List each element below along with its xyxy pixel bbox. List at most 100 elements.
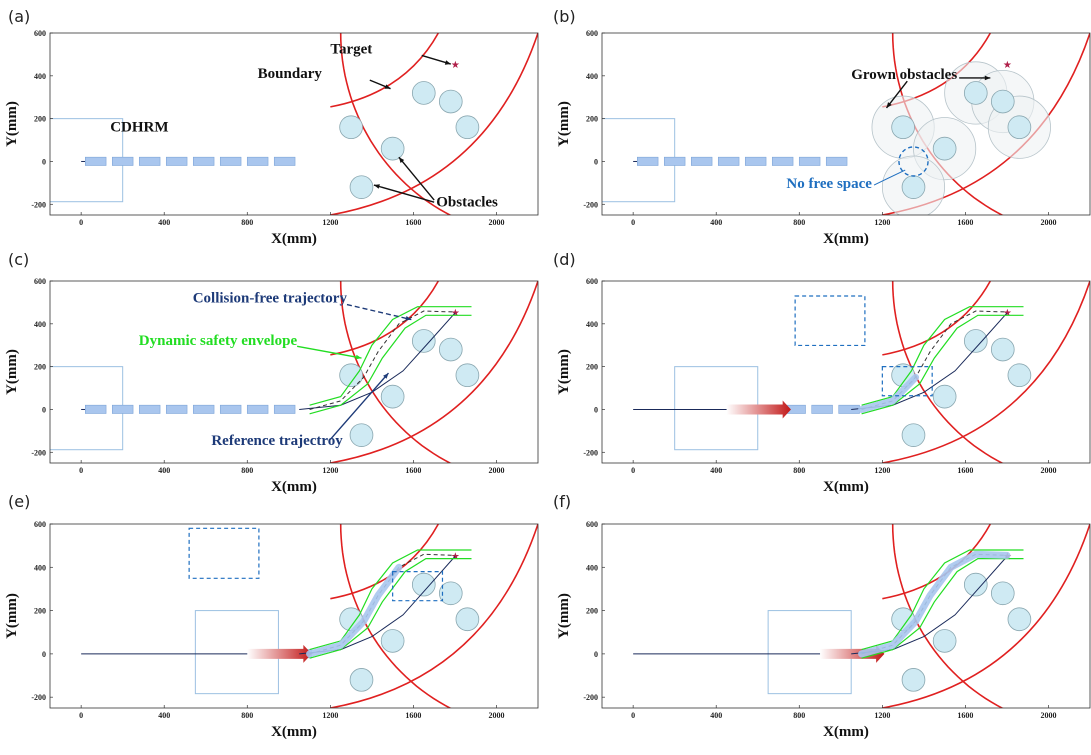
plot-area: ★: [633, 524, 1090, 708]
y-tick-label: -200: [583, 448, 598, 457]
x-axis-label: X(mm): [823, 479, 869, 495]
x-tick-label: 1600: [957, 466, 973, 475]
annotation-arrowhead: [355, 354, 362, 360]
outer-boundary: [891, 524, 1004, 708]
y-tick-label: 0: [42, 650, 46, 659]
zoom-inset-box: [794, 295, 866, 347]
robot-link: [138, 156, 161, 166]
robot-link: [219, 156, 242, 166]
obstacle: [932, 136, 957, 161]
reference-trajectory: [299, 312, 456, 410]
x-tick-label: 2000: [488, 711, 504, 720]
annotation-arrow: [398, 156, 435, 201]
robot-link: [165, 156, 188, 166]
obstacle: [380, 629, 405, 653]
annotation-arrow: [329, 372, 390, 440]
x-tick-label: 2000: [1040, 466, 1056, 475]
x-tick-label: 0: [631, 711, 635, 720]
annotation-arrowhead: [886, 102, 892, 108]
axes-frame: [49, 280, 539, 464]
y-tick-label: -200: [31, 448, 46, 457]
outer-boundary: [339, 524, 452, 708]
obstacle: [411, 572, 436, 597]
y-tick-label: 200: [586, 607, 598, 616]
x-tick-label: 1600: [405, 711, 421, 720]
robot-arm-body: [306, 563, 403, 658]
obstacle: [339, 115, 363, 140]
x-tick-label: 0: [631, 218, 635, 227]
obstacle: [901, 668, 926, 692]
annotation-arrowhead: [373, 184, 380, 189]
obstacle: [990, 581, 1015, 606]
robot-link: [111, 156, 134, 166]
outer-boundary: [891, 281, 1004, 463]
plot-area: ★: [633, 281, 1090, 463]
safety-envelope-lower: [861, 314, 1024, 415]
collision-free-trajectory: [309, 310, 455, 410]
annotation-arrowhead: [984, 75, 991, 81]
plot-area: ★: [602, 33, 1090, 215]
y-tick-label: 600: [34, 520, 46, 529]
x-tick-label: 2000: [488, 466, 504, 475]
y-tick-label: -200: [31, 693, 46, 702]
y-tick-label: -200: [583, 200, 598, 209]
x-axis-label: X(mm): [823, 724, 869, 740]
robot-link: [811, 404, 833, 414]
outer-boundary-lower: [882, 524, 1090, 708]
x-tick-label: 800: [793, 711, 805, 720]
obstacle: [349, 175, 374, 199]
annotation-arrow: [296, 345, 362, 359]
no-free-space-pointer: [873, 169, 906, 186]
panel-c: (c)★0 400 800 1200 1600 20006004002000-200X(m…: [4, 250, 539, 495]
y-tick-label: 0: [594, 405, 598, 414]
x-axis-label: X(mm): [823, 231, 869, 247]
y-tick-label: 400: [34, 563, 46, 572]
plot-area: ★: [81, 524, 538, 708]
label-grown-obstacles: Grown obstacles: [851, 67, 957, 83]
no-free-space-circle: [898, 146, 929, 177]
obstacle: [339, 363, 363, 388]
robot-link: [246, 404, 269, 414]
y-tick-label: -200: [583, 693, 598, 702]
panel-letter: (c): [8, 250, 29, 269]
zoom-source-box: [392, 571, 444, 602]
panel-b: (b)★0 400 800 1200 1600 20006004002000-200X(m…: [553, 7, 1091, 247]
x-tick-label: 1600: [957, 218, 973, 227]
panel-letter: (a): [8, 7, 30, 26]
x-tick-label: 1200: [874, 218, 890, 227]
outer-boundary: [891, 33, 1004, 215]
axes-frame: [601, 280, 1091, 464]
x-tick-label: 800: [241, 218, 253, 227]
reference-trajectory: [851, 556, 1008, 655]
plot-area: ★: [50, 281, 538, 463]
target-star: ★: [1003, 308, 1012, 319]
label-collision-free: Collision-free trajectory: [193, 290, 348, 306]
robot-arm-body: [858, 373, 920, 413]
label-boundary: Boundary: [258, 66, 323, 82]
obstacle: [990, 89, 1015, 114]
robot-link: [690, 156, 713, 166]
obstacle: [932, 384, 957, 409]
panel-letter: (e): [8, 492, 30, 511]
y-tick-label: 400: [34, 320, 46, 329]
target-star: ★: [451, 60, 460, 71]
safety-envelope-lower: [309, 558, 472, 659]
axes-frame: [49, 32, 539, 216]
plot-area: ★: [50, 33, 538, 215]
x-tick-label: 800: [241, 466, 253, 475]
x-tick-label: 1200: [322, 466, 338, 475]
y-tick-label: 0: [594, 157, 598, 166]
obstacle: [963, 81, 988, 105]
annotation-arrowhead: [383, 373, 389, 379]
x-tick-label: 400: [158, 218, 170, 227]
y-tick-label: 200: [586, 363, 598, 372]
robot-base-box: [50, 366, 124, 451]
outer-boundary: [339, 33, 452, 215]
y-axis-label: Y(mm): [4, 349, 20, 395]
x-tick-label: 2000: [1040, 711, 1056, 720]
x-tick-label: 0: [79, 466, 83, 475]
y-tick-label: 400: [586, 320, 598, 329]
obstacle: [901, 423, 926, 447]
x-tick-label: 2000: [488, 218, 504, 227]
